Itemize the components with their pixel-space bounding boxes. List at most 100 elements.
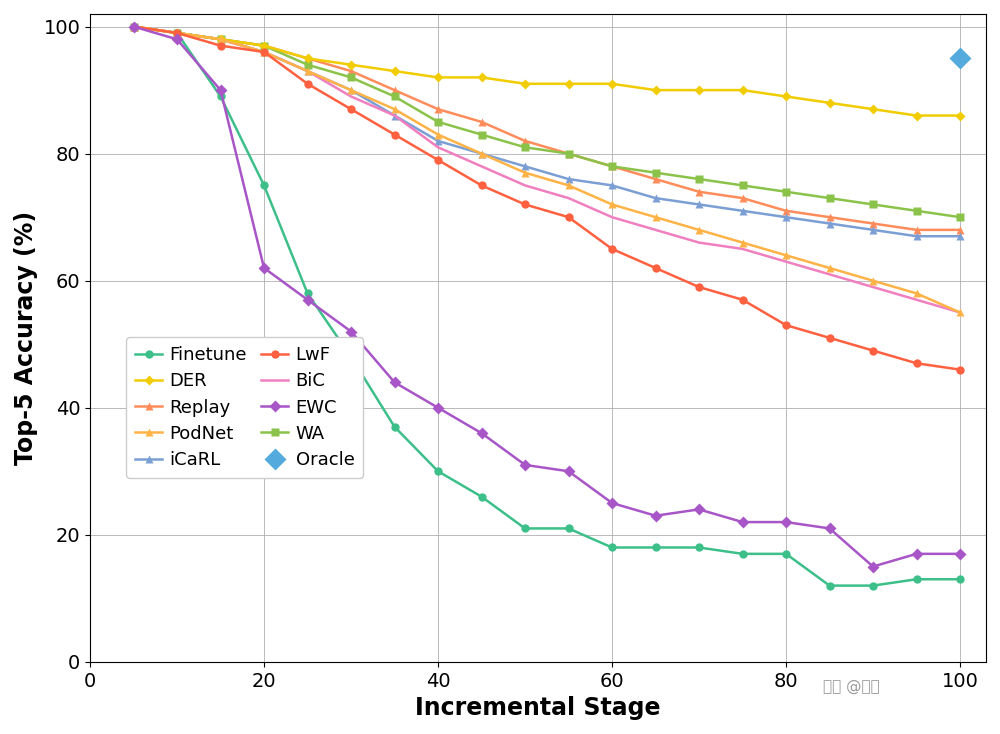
PodNet [432, 130, 444, 139]
Finetune [824, 581, 836, 590]
DER [780, 92, 792, 101]
Replay [171, 29, 183, 37]
LwF [954, 366, 966, 374]
PodNet [476, 149, 488, 158]
Line: BiC: BiC [129, 22, 965, 317]
DER [258, 41, 270, 50]
Finetune [432, 467, 444, 476]
LwF [432, 156, 444, 164]
WA [519, 143, 531, 152]
Finetune [389, 422, 401, 431]
Replay [737, 194, 749, 203]
Replay [563, 149, 575, 158]
EWC [824, 524, 836, 533]
Replay [780, 206, 792, 215]
LwF [389, 130, 401, 139]
EWC [432, 404, 444, 413]
iCaRL [432, 137, 444, 145]
DER [737, 86, 749, 95]
WA [128, 22, 140, 31]
PodNet [911, 289, 923, 298]
iCaRL [389, 111, 401, 120]
Replay [867, 219, 879, 228]
PodNet [737, 238, 749, 247]
PodNet [954, 308, 966, 317]
iCaRL [519, 162, 531, 171]
EWC [389, 378, 401, 387]
Line: PodNet: PodNet [129, 23, 964, 316]
DER [693, 86, 705, 95]
BiC [519, 181, 531, 190]
iCaRL [563, 175, 575, 184]
BiC [128, 22, 140, 31]
DER [389, 67, 401, 76]
iCaRL [954, 232, 966, 241]
EWC [650, 512, 662, 520]
EWC [476, 429, 488, 437]
Line: WA: WA [129, 23, 964, 222]
iCaRL [258, 48, 270, 57]
PodNet [606, 200, 618, 209]
LwF [650, 264, 662, 272]
PodNet [215, 35, 227, 44]
DER [476, 73, 488, 81]
PodNet [780, 251, 792, 260]
LwF [302, 79, 314, 88]
EWC [911, 550, 923, 559]
EWC [737, 517, 749, 526]
Line: EWC: EWC [129, 23, 964, 571]
LwF [345, 105, 357, 114]
iCaRL [345, 86, 357, 95]
WA [780, 187, 792, 196]
WA [215, 35, 227, 44]
Replay [824, 213, 836, 222]
PodNet [650, 213, 662, 222]
WA [737, 181, 749, 190]
PodNet [345, 86, 357, 95]
BiC [650, 225, 662, 234]
LwF [563, 213, 575, 222]
Finetune [693, 543, 705, 552]
Finetune [302, 289, 314, 298]
EWC [258, 264, 270, 272]
EWC [171, 35, 183, 44]
iCaRL [824, 219, 836, 228]
WA [563, 149, 575, 158]
Finetune [650, 543, 662, 552]
Y-axis label: Top-5 Accuracy (%): Top-5 Accuracy (%) [14, 211, 38, 465]
BiC [780, 257, 792, 266]
Replay [128, 22, 140, 31]
EWC [780, 517, 792, 526]
iCaRL [606, 181, 618, 190]
LwF [128, 22, 140, 31]
BiC [432, 143, 444, 152]
Finetune [519, 524, 531, 533]
Replay [519, 137, 531, 145]
PodNet [128, 22, 140, 31]
LwF [606, 244, 618, 253]
BiC [302, 67, 314, 76]
EWC [128, 22, 140, 31]
LwF [693, 283, 705, 291]
iCaRL [737, 206, 749, 215]
iCaRL [780, 213, 792, 222]
PodNet [519, 168, 531, 177]
PodNet [258, 48, 270, 57]
WA [867, 200, 879, 209]
DER [606, 79, 618, 88]
DER [171, 29, 183, 37]
PodNet [693, 225, 705, 234]
BiC [215, 35, 227, 44]
DER [911, 111, 923, 120]
LwF [215, 41, 227, 50]
LwF [171, 29, 183, 37]
Replay [650, 175, 662, 184]
PodNet [563, 181, 575, 190]
Replay [258, 41, 270, 50]
WA [171, 29, 183, 37]
LwF [911, 359, 923, 368]
Line: iCaRL: iCaRL [129, 23, 964, 241]
iCaRL [215, 35, 227, 44]
WA [824, 194, 836, 203]
Finetune [954, 575, 966, 584]
